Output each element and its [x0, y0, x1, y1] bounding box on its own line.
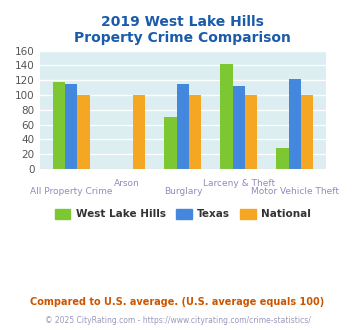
Bar [245, 95, 257, 169]
Legend: West Lake Hills, Texas, National: West Lake Hills, Texas, National [51, 205, 315, 224]
Text: Arson: Arson [114, 179, 140, 187]
Bar [289, 79, 301, 169]
Bar [177, 84, 189, 169]
Bar [53, 82, 65, 169]
Text: Compared to U.S. average. (U.S. average equals 100): Compared to U.S. average. (U.S. average … [31, 297, 324, 307]
Text: Burglary: Burglary [164, 187, 202, 196]
Title: 2019 West Lake Hills
Property Crime Comparison: 2019 West Lake Hills Property Crime Comp… [75, 15, 291, 45]
Text: Motor Vehicle Theft: Motor Vehicle Theft [251, 187, 339, 196]
Bar [301, 95, 313, 169]
Text: All Property Crime: All Property Crime [30, 187, 112, 196]
Bar [233, 86, 245, 169]
Bar [164, 117, 177, 169]
Bar [276, 148, 289, 169]
Bar [77, 95, 89, 169]
Bar [65, 84, 77, 169]
Bar [189, 95, 201, 169]
Bar [220, 64, 233, 169]
Text: Larceny & Theft: Larceny & Theft [203, 179, 275, 187]
Text: © 2025 CityRating.com - https://www.cityrating.com/crime-statistics/: © 2025 CityRating.com - https://www.city… [45, 316, 310, 325]
Bar [133, 95, 146, 169]
